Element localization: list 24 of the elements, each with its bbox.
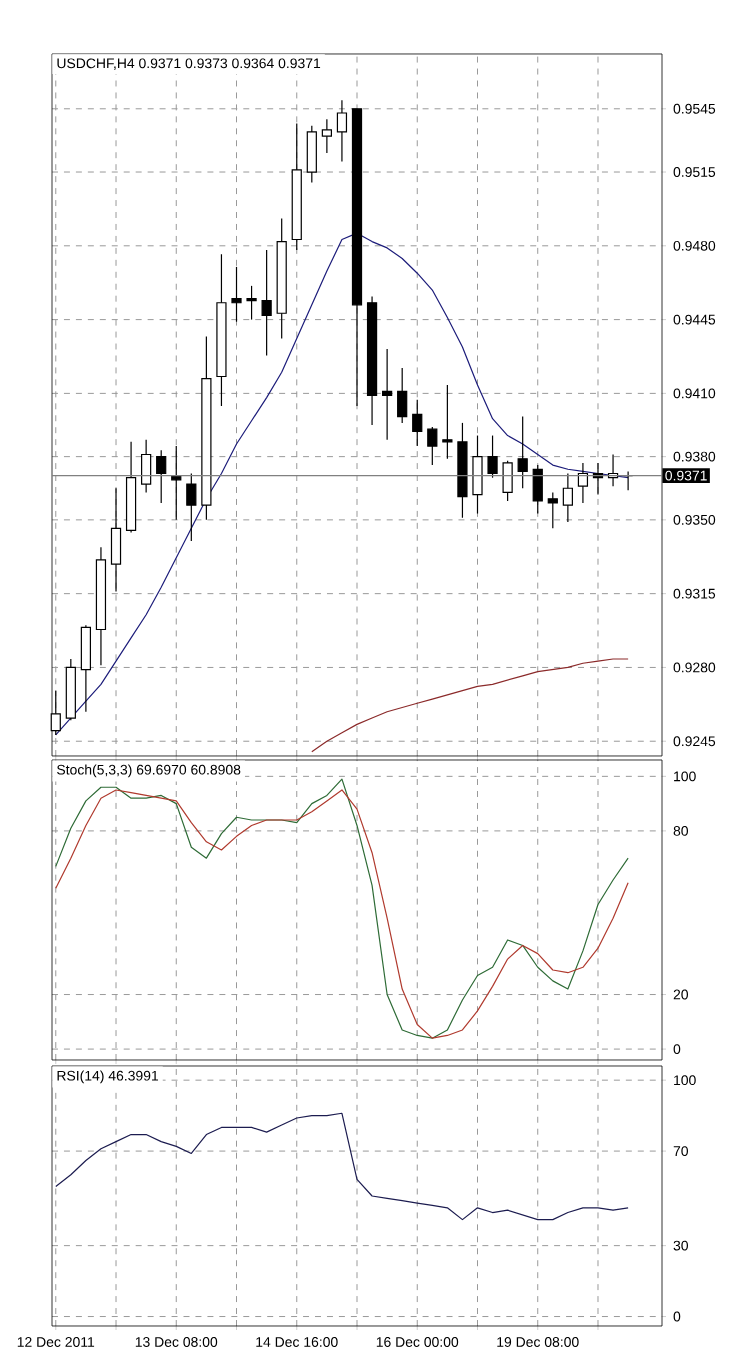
candlestick <box>321 118 332 154</box>
candlestick <box>547 491 558 529</box>
candlestick <box>562 472 573 523</box>
candlestick <box>156 449 167 504</box>
candlestick <box>336 99 348 163</box>
candlestick <box>306 125 317 184</box>
candlestick <box>502 460 513 502</box>
candlestick <box>487 434 498 479</box>
candlestick <box>532 464 543 515</box>
candlestick <box>382 348 393 441</box>
candlestick <box>141 439 152 494</box>
candlestick <box>412 399 423 447</box>
candlestick <box>246 285 257 321</box>
candlestick <box>472 434 483 515</box>
candlestick <box>186 472 197 542</box>
candlestick <box>231 266 242 323</box>
candlestick <box>517 415 528 489</box>
candlestick <box>442 384 453 460</box>
candlestick <box>427 426 438 466</box>
candlestick <box>110 487 122 593</box>
candlestick <box>80 624 92 713</box>
candlestick <box>577 462 589 504</box>
candlestick <box>261 249 272 357</box>
candlestick <box>397 367 408 424</box>
